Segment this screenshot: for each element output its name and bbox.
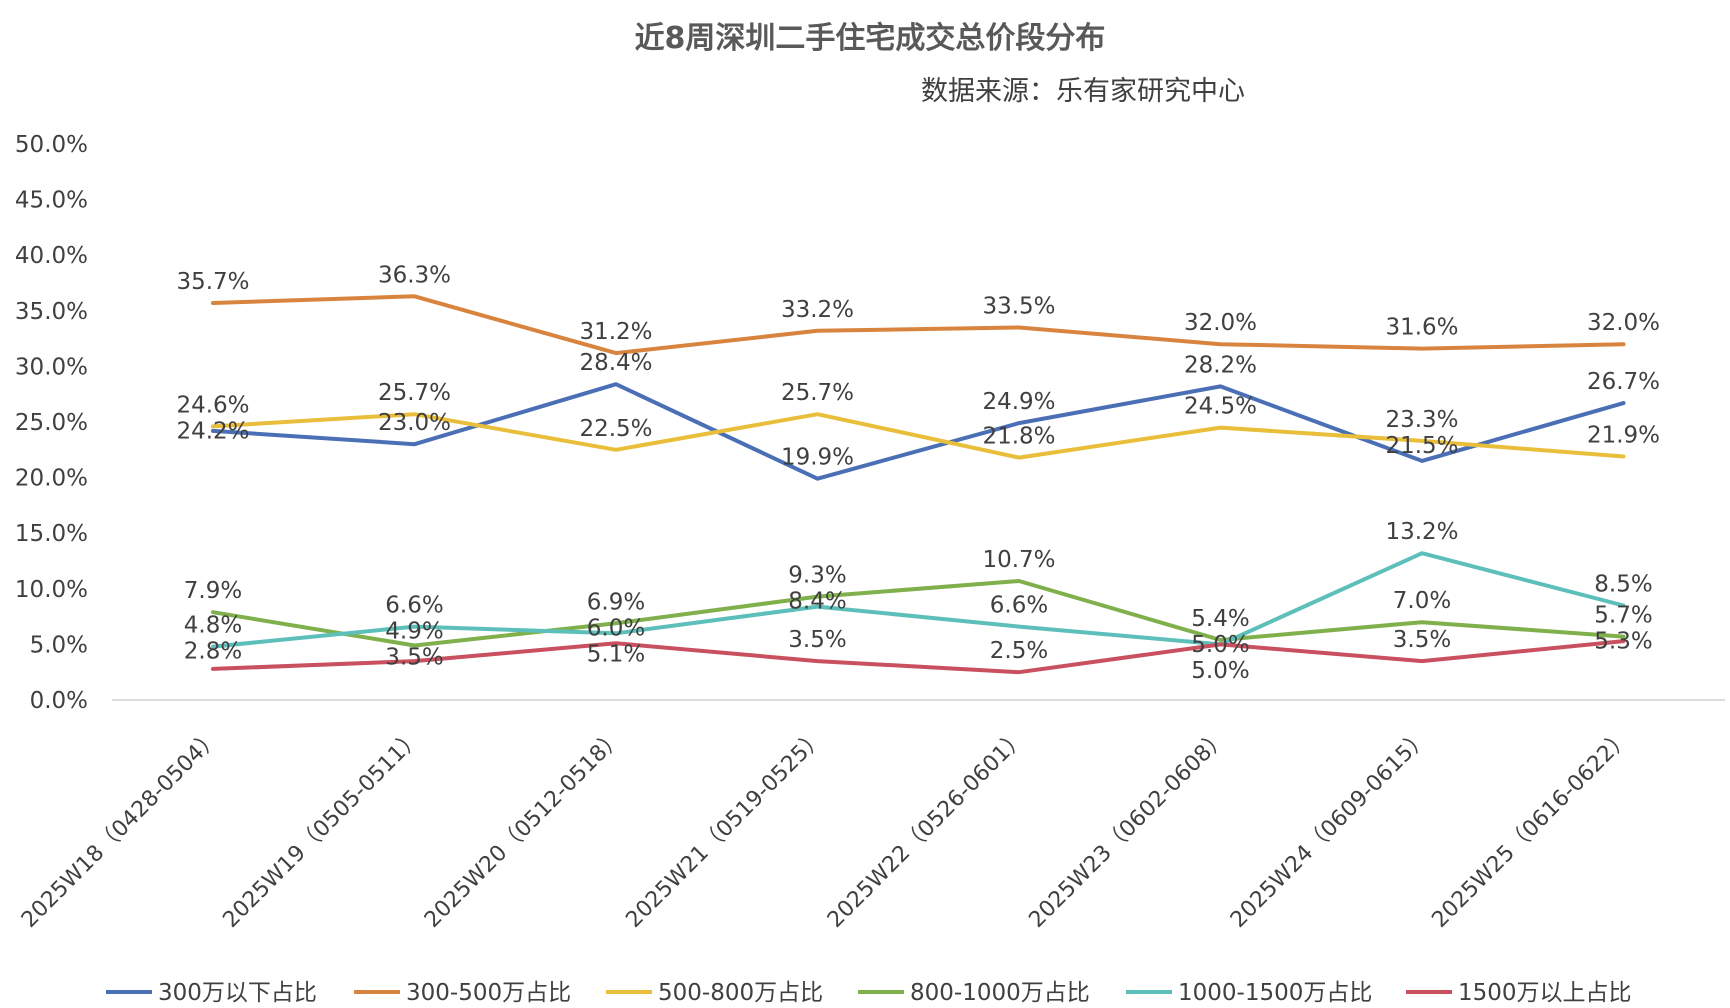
legend-entry: 500-800万占比	[658, 980, 823, 1006]
series-line	[211, 551, 1626, 649]
data-label: 21.5%	[1385, 433, 1458, 459]
data-label: 7.0%	[1393, 588, 1451, 614]
data-label: 4.8%	[184, 613, 242, 639]
data-labels: 35.7% 24.6%24.2% 7.9% 4.8%2.8% 36.3% 25.7% 23.…	[176, 262, 1660, 684]
data-label: 3.5%	[385, 645, 443, 671]
data-label: 23.3%	[1385, 407, 1458, 433]
data-label: 25.7%	[781, 380, 854, 406]
legend-entry: 1500万以上占比	[1458, 980, 1632, 1006]
data-label: 28.2%	[1184, 352, 1257, 378]
data-label: 21.8%	[982, 424, 1055, 450]
x-tick-label: 2025W25（0616-0622）	[1427, 725, 1635, 933]
y-tick-label: 0.0%	[30, 688, 88, 714]
data-label: 36.3%	[378, 262, 451, 288]
data-label: 2.8%	[184, 639, 242, 665]
x-tick-label: 2025W22（0526-0601）	[823, 725, 1031, 933]
data-label: 5.0%	[1191, 658, 1249, 684]
chart-subtitle: 数据来源：乐有家研究中心	[921, 76, 1245, 107]
data-label: 28.4%	[579, 350, 652, 376]
data-label: 7.9%	[184, 578, 242, 604]
data-label: 24.9%	[982, 389, 1055, 415]
data-label: 21.9%	[1587, 422, 1660, 448]
plot-area	[211, 294, 1626, 675]
data-label: 4.9%	[385, 619, 443, 645]
data-label: 31.6%	[1385, 315, 1458, 341]
data-label: 8.5%	[1594, 571, 1652, 597]
data-label: 5.0%	[1191, 632, 1249, 658]
y-tick-label: 5.0%	[30, 632, 88, 658]
series-line	[211, 382, 1626, 481]
x-tick-label: 2025W18（0428-0504）	[17, 725, 225, 933]
y-tick-label: 35.0%	[15, 299, 88, 325]
y-tick-label: 45.0%	[15, 188, 88, 214]
data-label: 2.5%	[990, 638, 1048, 664]
data-label: 5.7%	[1594, 603, 1652, 629]
series-line	[211, 412, 1626, 460]
data-label: 19.9%	[781, 445, 854, 471]
x-axis: 2025W18（0428-0504）2025W19（0505-0511）2025…	[17, 725, 1636, 933]
y-tick-label: 15.0%	[15, 521, 88, 547]
y-tick-label: 50.0%	[15, 132, 88, 158]
data-label: 24.5%	[1184, 394, 1257, 420]
legend-entry: 1000-1500万占比	[1178, 980, 1372, 1006]
data-label: 13.2%	[1385, 519, 1458, 545]
data-label: 3.5%	[1393, 627, 1451, 653]
data-label: 26.7%	[1587, 369, 1660, 395]
legend-entry: 300-500万占比	[406, 980, 571, 1006]
legend-entry: 300万以下占比	[158, 980, 317, 1006]
y-tick-label: 10.0%	[15, 577, 88, 603]
data-label: 10.7%	[982, 547, 1055, 573]
series-line	[211, 639, 1626, 675]
data-label: 3.5%	[788, 627, 846, 653]
series-line	[211, 294, 1626, 356]
x-tick-label: 2025W23（0602-0608）	[1024, 725, 1232, 933]
data-label: 22.5%	[579, 416, 652, 442]
legend-entry: 800-1000万占比	[910, 980, 1090, 1006]
legend[interactable]: 300万以下占比 300-500万占比 500-800万占比 800-1000万占比 1…	[106, 980, 1632, 1006]
data-label: 9.3%	[788, 563, 846, 589]
data-label: 33.5%	[982, 293, 1055, 319]
x-tick-label: 2025W21（0519-0525）	[621, 725, 829, 933]
y-tick-label: 40.0%	[15, 243, 88, 269]
chart-title: 近8周深圳二手住宅成交总价段分布	[635, 21, 1106, 56]
data-label: 32.0%	[1587, 310, 1660, 336]
data-label: 31.2%	[579, 319, 652, 345]
x-tick-label: 2025W19（0505-0511）	[218, 725, 426, 933]
data-label: 25.7%	[378, 380, 451, 406]
series-line	[211, 579, 1626, 648]
data-label: 6.6%	[990, 593, 1048, 619]
x-tick-label: 2025W20（0512-0518）	[420, 725, 628, 933]
data-label: 35.7%	[176, 269, 249, 295]
data-label: 24.6%	[176, 392, 249, 418]
data-label: 33.2%	[781, 297, 854, 323]
data-label: 6.9%	[587, 589, 645, 615]
data-label: 6.6%	[385, 593, 443, 619]
y-tick-label: 30.0%	[15, 354, 88, 380]
x-tick-label: 2025W24（0609-0615）	[1226, 725, 1434, 933]
y-axis: 0.0% 5.0% 10.0% 15.0% 20.0% 25.0% 30.0% 35.0% 40…	[15, 132, 1725, 714]
data-label: 32.0%	[1184, 310, 1257, 336]
data-label: 6.0%	[587, 615, 645, 641]
data-label: 5.1%	[587, 641, 645, 667]
data-label: 23.0%	[378, 410, 451, 436]
data-label: 5.4%	[1191, 606, 1249, 632]
data-label: 5.3%	[1594, 629, 1652, 655]
data-label: 24.2%	[176, 418, 249, 444]
y-tick-label: 20.0%	[15, 466, 88, 492]
y-tick-label: 25.0%	[15, 410, 88, 436]
data-label: 8.4%	[788, 589, 846, 615]
